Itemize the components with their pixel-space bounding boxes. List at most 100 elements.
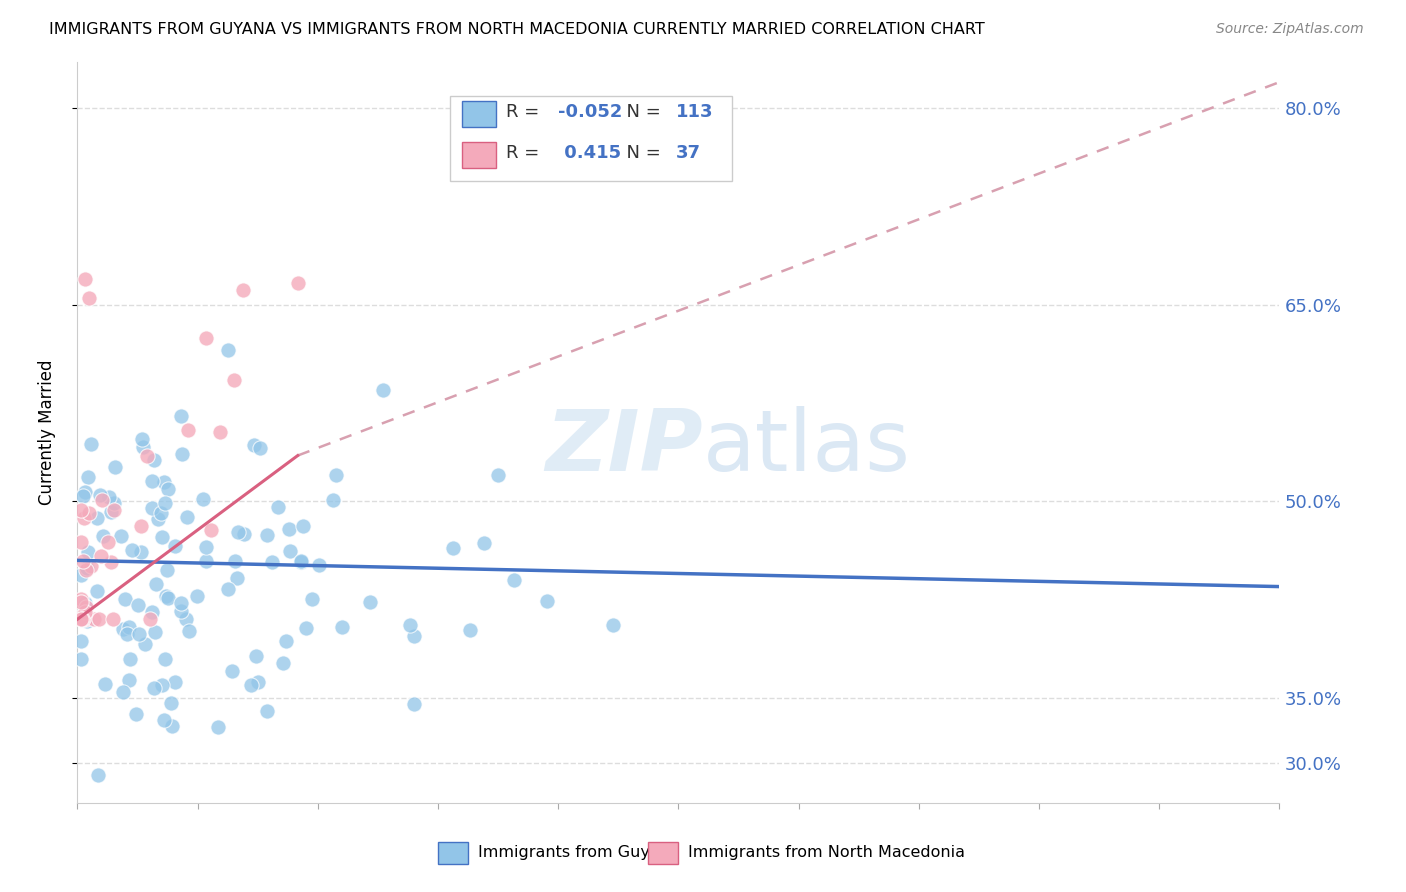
Point (97, 535, 120, 549)
Point (98, 491, 121, 505)
Point (131, 440, 153, 454)
Point (271, 656, 294, 670)
Point (70, 608, 93, 623)
Text: -0.052: -0.052 (558, 103, 623, 121)
Point (87, 768, 110, 782)
Point (72, 489, 94, 503)
Point (142, 452, 165, 467)
Point (143, 681, 166, 696)
Point (260, 555, 283, 569)
Point (221, 665, 243, 679)
Point (111, 622, 134, 636)
Point (163, 675, 186, 690)
Point (94, 676, 117, 690)
Point (246, 675, 269, 690)
Point (224, 554, 246, 568)
Point (290, 553, 312, 567)
Point (174, 612, 197, 626)
Text: Source: ZipAtlas.com: Source: ZipAtlas.com (1216, 22, 1364, 37)
Point (117, 627, 139, 641)
Point (73, 484, 96, 499)
Point (150, 678, 173, 692)
Point (155, 590, 177, 604)
Point (157, 591, 180, 606)
Point (70, 567, 93, 582)
Point (87, 612, 110, 626)
Point (75, 563, 97, 577)
Point (141, 500, 163, 515)
Point (128, 627, 150, 641)
Point (156, 482, 179, 496)
Point (294, 621, 316, 635)
Point (76, 614, 98, 628)
FancyBboxPatch shape (648, 842, 679, 864)
Point (228, 524, 250, 539)
Point (76, 561, 98, 575)
FancyBboxPatch shape (463, 101, 496, 127)
Point (103, 503, 125, 517)
Point (292, 519, 315, 533)
Point (75, 596, 97, 610)
Point (193, 491, 215, 506)
Y-axis label: Currently Married: Currently Married (38, 359, 56, 506)
Text: 0.415: 0.415 (558, 144, 621, 161)
Point (153, 652, 176, 666)
Point (602, 618, 624, 632)
Text: N =: N = (614, 103, 666, 121)
Point (134, 637, 156, 651)
Point (170, 604, 193, 618)
Point (150, 530, 173, 544)
Point (70, 651, 93, 665)
Point (458, 623, 481, 637)
Text: R =: R = (506, 103, 546, 121)
Point (359, 595, 381, 609)
Point (267, 500, 290, 515)
Point (70, 633, 93, 648)
Text: ZIP: ZIP (544, 406, 703, 489)
Point (121, 543, 143, 558)
Point (70, 612, 93, 626)
Point (325, 468, 347, 483)
Point (290, 555, 312, 569)
Point (177, 423, 200, 437)
Point (79, 291, 101, 305)
Point (301, 592, 323, 607)
Point (89, 488, 111, 502)
Point (138, 612, 160, 626)
Point (472, 536, 495, 550)
Text: R =: R = (506, 144, 546, 161)
Point (536, 594, 558, 608)
Point (404, 697, 426, 711)
Point (159, 696, 181, 710)
Point (101, 612, 124, 626)
Point (373, 383, 395, 397)
Point (129, 545, 152, 559)
Point (239, 678, 262, 692)
Point (131, 432, 153, 446)
Point (148, 512, 170, 526)
Point (70, 612, 93, 626)
Point (72, 554, 94, 568)
Point (186, 590, 208, 604)
Point (86, 511, 108, 525)
Point (160, 719, 183, 733)
Point (152, 475, 174, 489)
Point (277, 522, 299, 536)
Point (177, 624, 200, 639)
Point (114, 592, 136, 607)
Text: 113: 113 (676, 103, 713, 121)
Point (441, 541, 464, 555)
Text: 37: 37 (676, 144, 702, 161)
Point (83, 612, 105, 626)
Point (143, 624, 166, 639)
Point (100, 505, 122, 519)
Point (276, 634, 298, 648)
Point (145, 576, 167, 591)
Point (195, 554, 218, 568)
Point (80, 436, 103, 450)
Point (486, 468, 509, 483)
Point (70, 503, 93, 517)
Point (103, 496, 125, 510)
Point (170, 596, 193, 610)
Point (135, 450, 157, 464)
